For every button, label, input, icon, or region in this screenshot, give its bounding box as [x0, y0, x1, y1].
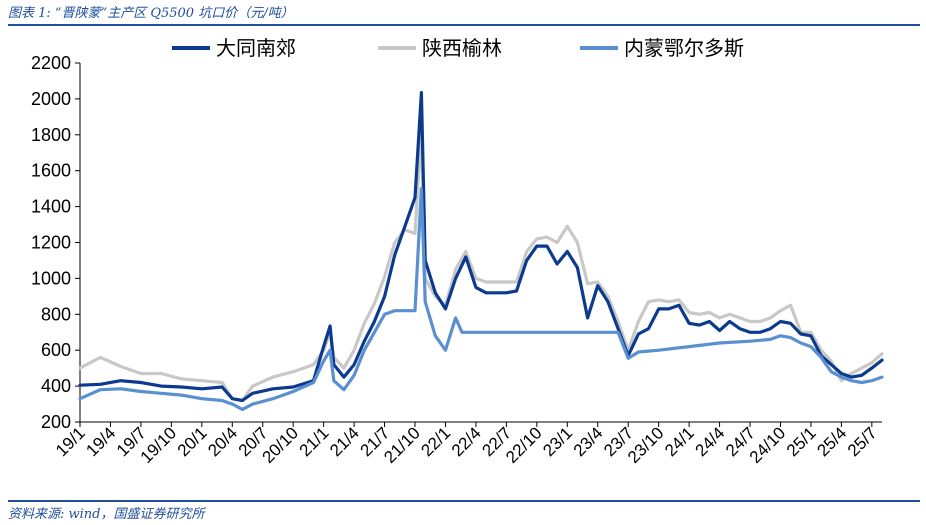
- x-tick-label: 24/10: [746, 423, 790, 467]
- x-tick-label: 25/4: [813, 423, 850, 460]
- x-tick-label: 23/1: [539, 423, 576, 460]
- y-tick-label: 1400: [31, 197, 71, 217]
- y-tick-label: 1000: [31, 268, 71, 288]
- series-layer: [78, 91, 884, 411]
- y-tick-label: 1800: [31, 125, 71, 145]
- x-tick-label: 25/1: [783, 423, 820, 460]
- x-tick-label: 22/4: [448, 423, 485, 460]
- y-tick-label: 1600: [31, 161, 71, 181]
- x-tick-label: 24/1: [661, 423, 698, 460]
- x-tick-label: 20/1: [174, 423, 211, 460]
- x-tick-label: 22/10: [502, 423, 546, 467]
- source-rule: [8, 500, 920, 502]
- x-tick-label: 19/10: [137, 423, 181, 467]
- x-tick-label: 23/10: [624, 423, 668, 467]
- figure-title: 图表 1: “晋陕蒙”主产区 Q5500 坑口价（元/吨）: [8, 6, 294, 21]
- x-tick-label: 20/10: [258, 423, 302, 467]
- y-tick-label: 600: [41, 340, 71, 360]
- price-line-chart: 200 400 600 800 1000 1200 1400 1600 1800 2000 2200…: [31, 36, 884, 467]
- chart-axes: 200 400 600 800 1000 1200 1400 1600 1800 2000 2200…: [31, 53, 882, 467]
- legend-label-2: 陕西榆林: [422, 36, 502, 60]
- x-tick-label: 22/1: [417, 423, 454, 460]
- x-tick-label: 21/10: [380, 423, 424, 467]
- series-line-3: [78, 187, 884, 411]
- y-tick-label: 1200: [31, 233, 71, 253]
- legend-label-1: 大同南郊: [216, 36, 296, 60]
- x-tick-label: 24/4: [692, 423, 729, 460]
- x-tick-label: 25/7: [844, 423, 881, 460]
- figure-source: 资料来源: wind，国盛证券研究所: [8, 507, 205, 522]
- y-tick-label: 800: [41, 304, 71, 324]
- x-tick-label: 21/4: [326, 423, 363, 460]
- x-tick-label: 19/4: [82, 423, 119, 460]
- x-tick-label: 20/4: [204, 423, 241, 460]
- series-line-1: [78, 91, 884, 403]
- y-tick-label: 200: [41, 412, 71, 432]
- y-tick-label: 400: [41, 376, 71, 396]
- chart-legend: 大同南郊 陕西榆林 内蒙鄂尔多斯: [172, 36, 744, 60]
- series-line-2: [78, 127, 884, 403]
- legend-label-3: 内蒙鄂尔多斯: [624, 36, 744, 60]
- x-tick-label: 23/4: [570, 423, 607, 460]
- title-rule: [8, 24, 920, 26]
- y-tick-label: 2200: [31, 53, 71, 73]
- y-tick-label: 2000: [31, 89, 71, 109]
- x-tick-label: 21/1: [296, 423, 333, 460]
